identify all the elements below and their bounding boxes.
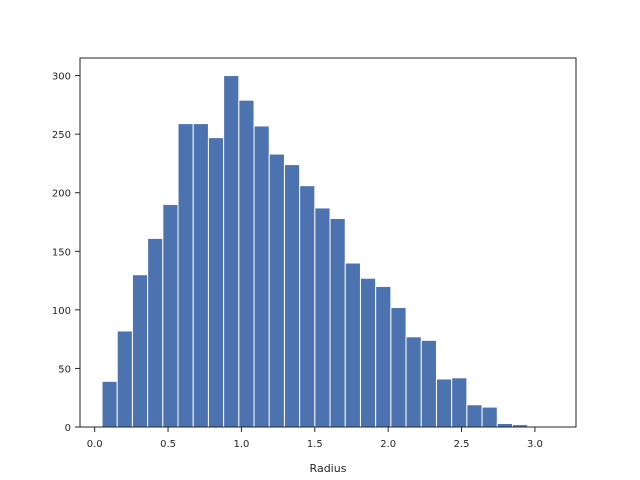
histogram-bar <box>162 203 179 428</box>
y-tick-label: 300 <box>52 72 71 83</box>
y-tick-label: 50 <box>58 364 71 375</box>
x-tick-label: 1.0 <box>233 439 249 450</box>
y-tick-label: 150 <box>52 247 71 258</box>
histogram-bar <box>420 339 437 428</box>
histogram-bar <box>405 336 422 428</box>
x-tick-label: 3.0 <box>527 439 543 450</box>
x-axis-ticks: 0.0 0.5 1.0 1.5 2.0 2.5 3.0 <box>87 427 543 450</box>
histogram-bar <box>299 185 316 428</box>
histogram-bar <box>496 422 513 428</box>
histogram-bar <box>207 137 225 428</box>
histogram-bar <box>466 404 483 428</box>
histogram-bar <box>177 123 194 428</box>
histogram-bar <box>283 164 301 428</box>
histogram-bar <box>314 207 331 428</box>
x-tick-label: 2.0 <box>380 439 396 450</box>
histogram-bar <box>268 153 285 428</box>
y-tick-label: 100 <box>52 306 71 317</box>
x-tick-label: 1.5 <box>307 439 323 450</box>
y-tick-label: 200 <box>52 189 71 200</box>
histogram-bar <box>253 125 270 428</box>
y-tick-label: 250 <box>52 130 71 141</box>
bars-group <box>101 75 529 428</box>
histogram-bar <box>481 406 498 428</box>
x-tick-label: 2.5 <box>454 439 470 450</box>
x-tick-label: 0.0 <box>87 439 103 450</box>
histogram-bar <box>451 377 468 428</box>
histogram-bar <box>359 277 377 428</box>
histogram-bar <box>223 75 240 428</box>
histogram-bar <box>192 123 209 428</box>
plot-frame <box>79 57 577 428</box>
histogram-bar <box>238 99 255 428</box>
histogram-bar <box>344 262 361 428</box>
histogram-bar <box>390 307 407 428</box>
y-tick-label: 0 <box>65 423 71 434</box>
histogram-bar <box>375 285 392 428</box>
histogram-bar <box>435 378 453 428</box>
histogram-bar <box>131 274 149 428</box>
histogram-bar <box>101 380 118 428</box>
y-axis-ticks: 0 50 100 150 200 250 300 <box>52 72 80 434</box>
x-axis-label: Radius <box>310 462 347 475</box>
histogram-bar <box>329 217 346 428</box>
histogram-bar <box>147 237 164 428</box>
x-tick-label: 0.5 <box>160 439 176 450</box>
histogram-bar <box>116 330 133 428</box>
